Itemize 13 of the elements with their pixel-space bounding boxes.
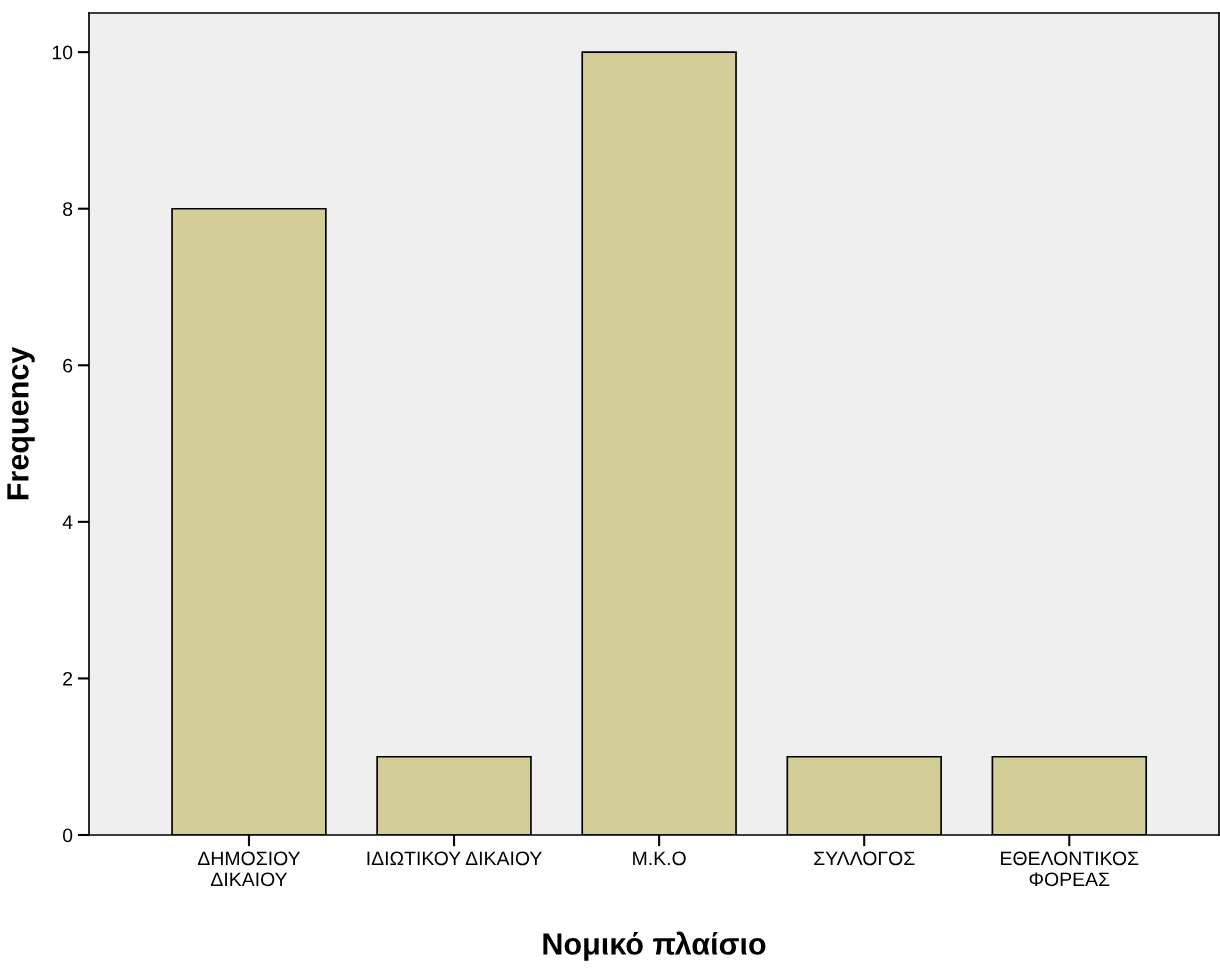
y-axis-title: Frequency: [7, 346, 35, 500]
x-tick-label: ΕΘΕΛΟΝΤΙΚΟΣ ΦΟΡΕΑΣ: [1001, 851, 1139, 887]
y-tick-label: 4: [62, 515, 73, 529]
x-tick-label: ΣΥΛΛΟΓΟΣ: [814, 851, 915, 866]
x-tick-label: ΙΔΙΩΤΙΚΟΥ ΔΙΚΑΙΟΥ: [367, 851, 542, 866]
y-tick-label: 10: [52, 45, 73, 60]
y-tick-label: 6: [63, 358, 73, 373]
y-tick-label: 8: [63, 202, 73, 216]
y-tick-label: 2: [63, 671, 73, 686]
x-tick-label: ΔΗΜΟΣΙΟΥ ΔΙΚΑΙΟΥ: [197, 851, 301, 887]
x-tick-label: Μ.Κ.Ο: [633, 851, 686, 866]
x-axis-title: Νομικό πλαίσιο: [543, 931, 766, 961]
y-tick-label: 0: [62, 828, 73, 843]
